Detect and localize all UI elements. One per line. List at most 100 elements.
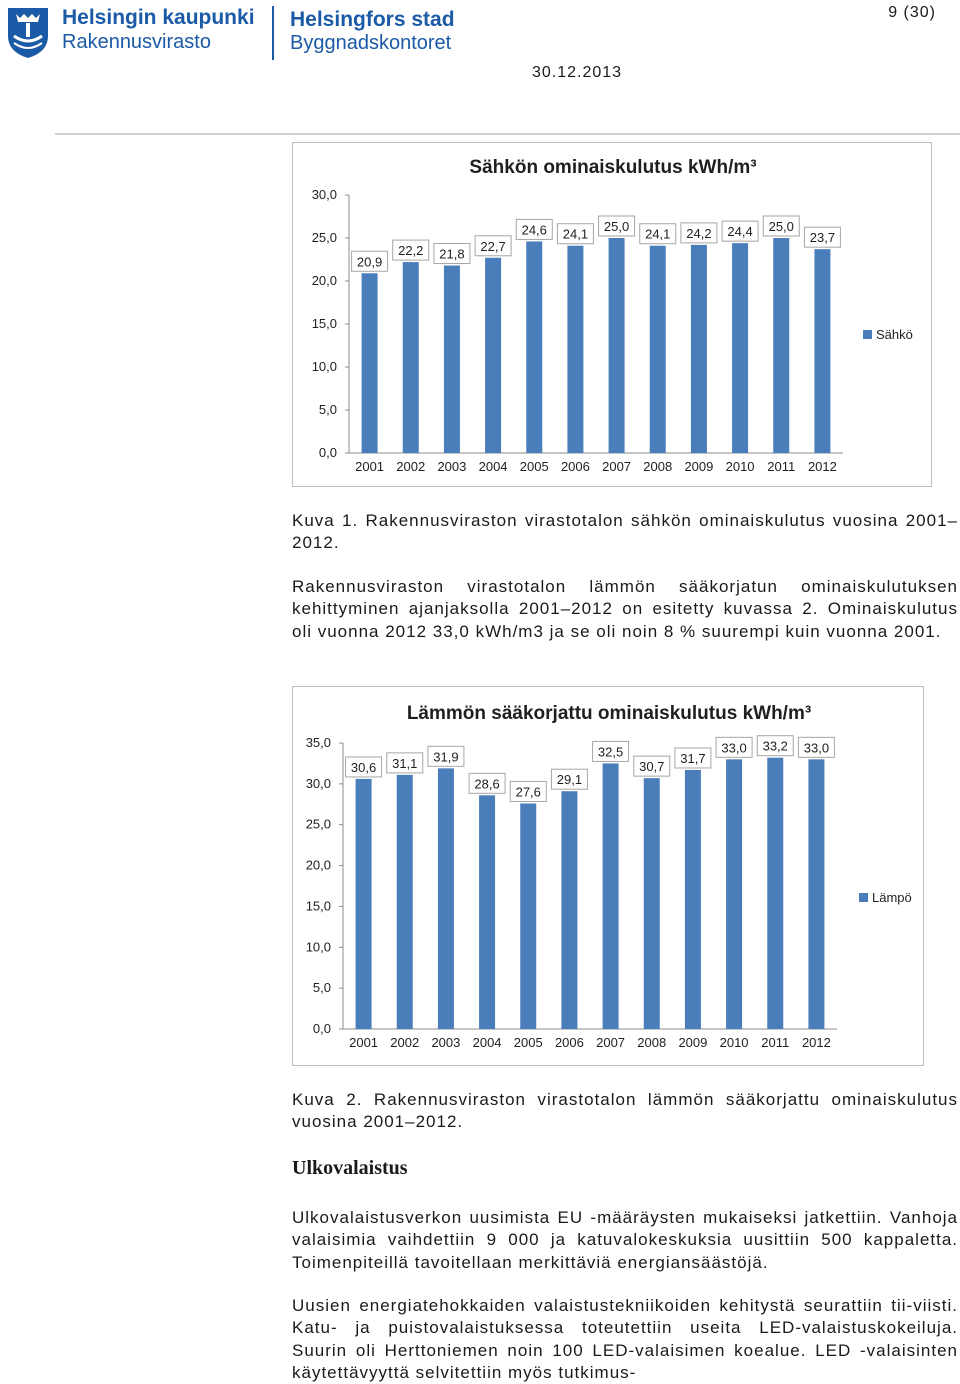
data-label-box <box>392 239 430 261</box>
data-label-box <box>633 755 671 777</box>
x-tick-label: 2011 <box>761 1035 789 1050</box>
bar-2010 <box>732 243 749 453</box>
x-tick-label: 2010 <box>720 1035 749 1050</box>
y-tick-label: 25,0 <box>306 817 331 832</box>
x-tick-label: 2008 <box>643 459 672 474</box>
data-label: 25,0 <box>769 219 794 234</box>
data-label-box <box>351 250 389 272</box>
section-heading-outdoor-lighting: Ulkovalaistus <box>292 1157 408 1179</box>
y-tick-label: 30,0 <box>312 187 337 202</box>
data-label-box <box>386 752 424 774</box>
chart-heat: Lämmön sääkorjattu ominaiskulutus kWh/m³… <box>292 686 924 1066</box>
x-tick-label: 2001 <box>355 459 384 474</box>
document-date: 30.12.2013 <box>532 64 623 81</box>
data-label: 31,1 <box>392 756 417 771</box>
x-tick-label: 2001 <box>349 1035 378 1050</box>
bar-2008 <box>649 245 666 453</box>
bar-2005 <box>526 241 543 453</box>
bar-2011 <box>767 757 784 1029</box>
data-label: 31,9 <box>433 749 458 764</box>
org-name-sv: Helsingfors stad <box>290 8 455 31</box>
bar-2011 <box>773 238 790 453</box>
y-tick-label: 5,0 <box>313 980 331 995</box>
data-label-box <box>674 747 712 769</box>
bar-2004 <box>479 795 496 1029</box>
data-label: 20,9 <box>357 254 382 269</box>
bar-2001 <box>361 273 378 453</box>
x-tick-label: 2005 <box>514 1035 543 1050</box>
data-label-box <box>721 220 759 242</box>
chart-electricity: Sähkön ominaiskulutus kWh/m³ 0,0 5,0 10,0 15… <box>292 142 932 487</box>
x-tick-label: 2006 <box>561 459 590 474</box>
data-label: 25,0 <box>604 219 629 234</box>
y-tick-label: 10,0 <box>312 359 337 374</box>
chart-title: Lämmön sääkorjattu ominaiskulutus kWh/m³ <box>407 703 811 724</box>
city-crest-logo <box>8 8 48 58</box>
x-tick-label: 2005 <box>520 459 549 474</box>
header-divider <box>272 6 274 60</box>
y-tick-label: 5,0 <box>319 402 337 417</box>
org-name-fi: Helsingin kaupunki <box>62 6 255 29</box>
bar-2003 <box>437 768 454 1029</box>
data-label: 29,1 <box>557 772 582 787</box>
data-label: 24,1 <box>645 227 670 242</box>
data-label: 27,6 <box>516 784 541 799</box>
data-label: 24,1 <box>563 227 588 242</box>
data-label-box <box>680 222 718 244</box>
x-tick-label: 2012 <box>802 1035 831 1050</box>
figure-2-caption: Kuva 2. Rakennusviraston virastotalon lä… <box>292 1090 958 1132</box>
bar-2006 <box>561 791 578 1029</box>
legend-swatch <box>859 893 868 902</box>
data-label: 23,7 <box>810 230 835 245</box>
x-tick-label: 2006 <box>555 1035 584 1050</box>
data-label-box <box>345 756 383 778</box>
header-rule <box>55 133 960 135</box>
x-tick-label: 2007 <box>602 459 631 474</box>
data-label-box <box>474 235 512 257</box>
y-tick-label: 10,0 <box>306 939 331 954</box>
bar-2005 <box>520 803 537 1029</box>
x-tick-label: 2008 <box>637 1035 666 1050</box>
y-tick-label: 0,0 <box>313 1021 331 1036</box>
data-label: 28,6 <box>474 776 499 791</box>
x-tick-label: 2002 <box>390 1035 419 1050</box>
chart-title: Sähkön ominaiskulutus kWh/m³ <box>469 157 756 178</box>
data-label: 30,6 <box>351 760 376 775</box>
x-tick-label: 2003 <box>437 459 466 474</box>
bar-2007 <box>608 238 625 453</box>
data-label-box <box>762 215 800 237</box>
paragraph-heat: Rakennusviraston virastotalon lämmön sää… <box>292 577 958 641</box>
y-tick-label: 20,0 <box>306 858 331 873</box>
department-name-fi: Rakennusvirasto <box>62 31 211 53</box>
data-label: 33,0 <box>804 740 829 755</box>
bar-2010 <box>726 759 743 1029</box>
data-label-box <box>556 223 594 245</box>
data-label-box <box>515 218 553 240</box>
x-tick-label: 2009 <box>684 459 713 474</box>
data-label: 24,4 <box>727 224 752 239</box>
x-tick-label: 2012 <box>808 459 837 474</box>
data-label-box <box>550 768 588 790</box>
data-label-box <box>797 736 835 758</box>
figure-1-caption: Kuva 1. Rakennusviraston virastotalon sä… <box>292 511 958 553</box>
bar-2009 <box>684 769 701 1029</box>
bar-2004 <box>485 257 502 453</box>
data-label-box <box>803 226 841 248</box>
chart-heat-svg: Lämmön sääkorjattu ominaiskulutus kWh/m³… <box>306 703 912 1050</box>
data-label-box <box>433 243 471 265</box>
y-tick-label: 35,0 <box>306 735 331 750</box>
data-label: 32,5 <box>598 744 623 759</box>
x-tick-label: 2007 <box>596 1035 625 1050</box>
legend-label: Lämpö <box>872 890 912 905</box>
data-label: 24,2 <box>686 226 711 241</box>
x-tick-label: 2010 <box>726 459 755 474</box>
y-tick-label: 0,0 <box>319 445 337 460</box>
data-label-box <box>509 780 547 802</box>
data-label: 31,7 <box>680 751 705 766</box>
data-label-box <box>715 736 753 758</box>
y-tick-label: 15,0 <box>306 898 331 913</box>
bar-2009 <box>690 244 707 453</box>
x-tick-label: 2004 <box>479 459 508 474</box>
bar-2002 <box>396 774 413 1029</box>
y-tick-label: 30,0 <box>306 776 331 791</box>
